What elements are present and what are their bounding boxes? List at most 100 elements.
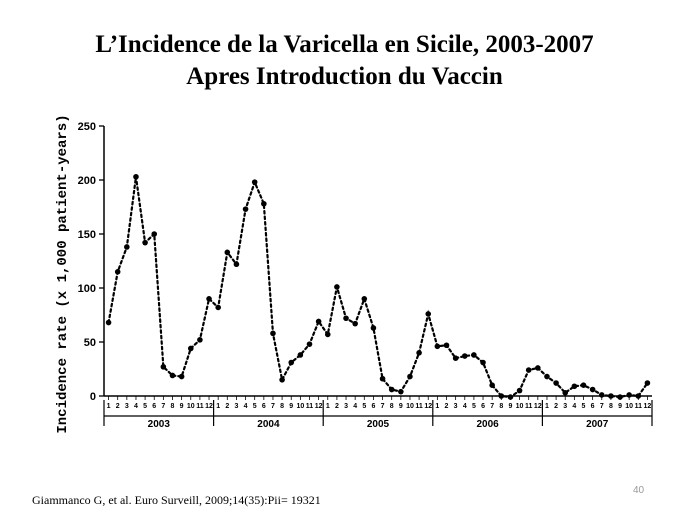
data-point: [379, 375, 386, 382]
year-label: 2007: [586, 419, 609, 430]
data-point: [114, 269, 121, 275]
month-tick-label: 9: [618, 403, 622, 410]
year-label: 2003: [148, 419, 171, 430]
data-point: [324, 331, 331, 338]
month-tick-label: 5: [362, 403, 366, 410]
month-tick-label: 9: [289, 403, 293, 410]
data-point: [279, 377, 285, 383]
month-tick-label: 4: [353, 403, 357, 410]
month-tick-label: 7: [161, 403, 165, 410]
month-tick-label: 1: [435, 403, 439, 410]
month-tick-label: 6: [481, 403, 485, 410]
month-tick-label: 8: [609, 403, 613, 410]
data-point: [288, 359, 295, 366]
month-tick-label: 2: [554, 403, 558, 410]
month-tick-label: 5: [582, 403, 586, 410]
month-tick-label: 12: [644, 403, 652, 410]
month-tick-label: 7: [381, 403, 385, 410]
data-point: [644, 380, 651, 386]
month-tick-label: 11: [525, 403, 533, 410]
year-label: 2005: [367, 419, 390, 430]
month-tick-label: 6: [152, 403, 156, 410]
y-tick-label: 50: [84, 337, 96, 349]
data-point: [215, 304, 221, 311]
data-point: [124, 244, 130, 250]
data-point: [580, 382, 587, 389]
month-tick-label: 8: [390, 403, 394, 410]
year-label: 2004: [257, 419, 280, 430]
y-axis-label: Incidence rate (x 1,000 patient-years): [55, 114, 71, 433]
data-point: [233, 261, 240, 268]
data-point: [361, 296, 368, 302]
data-point: [489, 382, 495, 389]
month-tick-label: 8: [499, 403, 503, 410]
data-point: [105, 319, 112, 326]
month-tick-label: 11: [415, 403, 423, 410]
month-tick-label: 3: [454, 403, 458, 410]
month-tick-label: 8: [171, 403, 175, 410]
month-tick-label: 1: [326, 403, 330, 410]
data-point: [270, 330, 276, 337]
data-point: [480, 359, 486, 366]
data-point: [142, 239, 148, 246]
data-point: [242, 206, 249, 212]
data-point: [589, 386, 596, 393]
data-point: [498, 393, 505, 399]
month-tick-label: 10: [406, 403, 414, 410]
month-tick-label: 9: [180, 403, 184, 410]
data-point: [535, 365, 541, 371]
data-point: [434, 343, 441, 350]
month-tick-label: 3: [344, 403, 348, 410]
month-tick-label: 10: [625, 403, 633, 410]
data-point: [178, 373, 185, 380]
month-tick-label: 12: [205, 403, 213, 410]
month-tick-label: 2: [445, 403, 449, 410]
chart-series: [105, 173, 651, 400]
month-tick-label: 11: [196, 403, 204, 410]
data-point: [425, 311, 432, 317]
month-tick-label: 1: [545, 403, 549, 410]
series-line: [107, 176, 649, 399]
data-point: [507, 394, 514, 400]
month-tick-label: 7: [490, 403, 494, 410]
y-tick-label: 0: [90, 391, 96, 403]
data-point: [443, 342, 450, 349]
data-point: [553, 380, 559, 386]
data-point: [343, 315, 349, 322]
month-tick-label: 4: [572, 403, 576, 410]
month-tick-label: 2: [335, 403, 339, 410]
data-point: [133, 173, 139, 180]
month-tick-label: 10: [296, 403, 304, 410]
slide-title-line-2: Apres Introduction du Vaccin: [186, 63, 503, 90]
data-point: [617, 394, 623, 400]
month-tick-label: 5: [253, 403, 257, 410]
data-point: [516, 387, 523, 394]
data-point: [571, 383, 578, 390]
month-tick-label: 2: [225, 403, 229, 410]
data-point: [635, 393, 642, 399]
y-tick-label: 100: [78, 283, 96, 295]
month-tick-label: 10: [187, 403, 195, 410]
data-point: [251, 179, 258, 185]
data-point: [407, 373, 413, 380]
month-tick-label: 1: [216, 403, 220, 410]
year-label: 2006: [476, 419, 499, 430]
y-tick-label: 200: [78, 175, 96, 187]
month-tick-label: 4: [134, 403, 138, 410]
month-tick-label: 12: [315, 403, 323, 410]
data-point: [334, 284, 340, 290]
month-tick-label: 11: [635, 403, 643, 410]
month-tick-label: 7: [600, 403, 604, 410]
data-point: [169, 372, 176, 379]
data-point: [224, 249, 231, 256]
month-tick-label: 10: [516, 403, 524, 410]
data-point: [416, 350, 422, 356]
data-point: [562, 389, 569, 396]
data-point: [315, 318, 322, 325]
data-point: [352, 320, 358, 327]
data-point: [151, 231, 158, 237]
month-tick-label: 1: [107, 403, 111, 410]
data-point: [608, 393, 614, 399]
month-tick-label: 8: [280, 403, 284, 410]
